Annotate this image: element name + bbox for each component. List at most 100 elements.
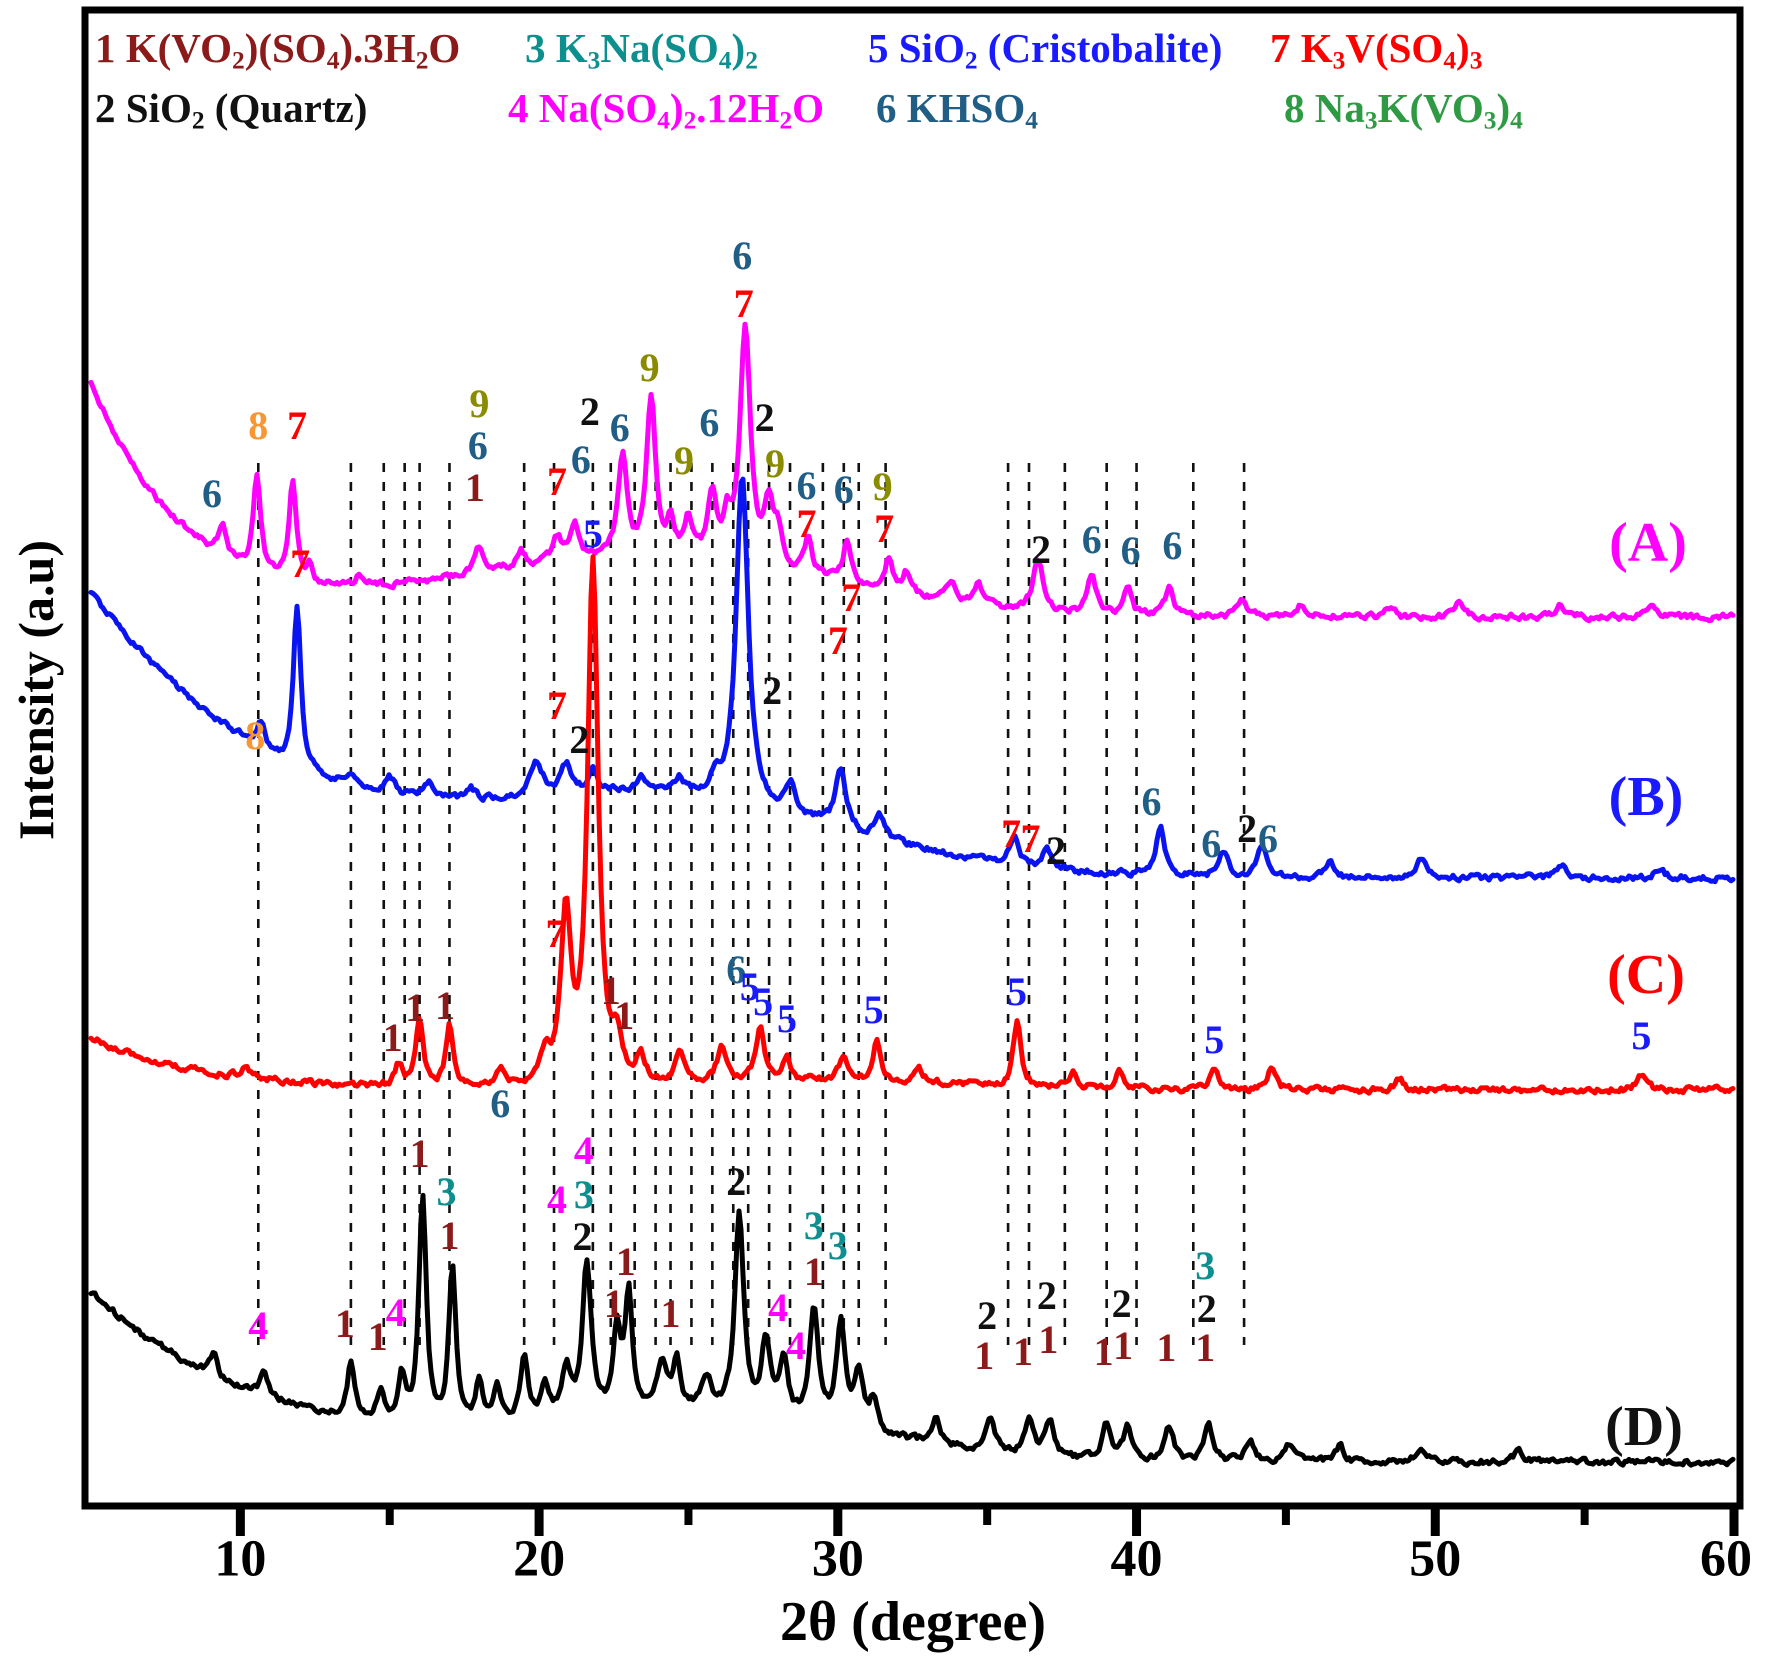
peak-label: 1 xyxy=(1093,1329,1114,1374)
peak-label: 2 xyxy=(569,717,590,762)
peak-label: 1 xyxy=(334,1301,355,1346)
x-tick-label: 30 xyxy=(811,1530,864,1588)
x-tick-label: 10 xyxy=(214,1530,267,1588)
legend-item-6: 6 KHSO4 xyxy=(876,85,1038,135)
peak-label: 1 xyxy=(367,1314,388,1359)
peak-label: 7 xyxy=(287,403,308,448)
peak-label: 5 xyxy=(739,964,760,1009)
peak-label: 4 xyxy=(248,1303,269,1348)
peak-label: 3 xyxy=(1195,1243,1216,1288)
peak-label: 1 xyxy=(1038,1317,1059,1362)
peak-label: 2 xyxy=(579,389,600,434)
peak-label: 3 xyxy=(803,1203,824,1248)
peak-label: 1 xyxy=(974,1333,995,1378)
peak-label: 8 xyxy=(245,713,266,758)
peak-label: 1 xyxy=(409,1131,430,1176)
x-tick-label: 50 xyxy=(1409,1530,1462,1588)
peak-label: 3 xyxy=(827,1223,848,1268)
legend-item-2: 2 SiO2 (Quartz) xyxy=(95,85,368,135)
peak-label: 1 xyxy=(615,1239,636,1284)
peak-label: 1 xyxy=(464,465,485,510)
plot-border xyxy=(81,6,1744,1510)
peak-label: 5 xyxy=(777,996,798,1041)
peak-label: 9 xyxy=(469,381,490,426)
legend-item-5: 5 SiO2 (Cristobalite) xyxy=(868,25,1223,75)
peak-label: 2 xyxy=(754,395,775,440)
peak-label: 7 xyxy=(547,459,567,504)
peak-label: 7 xyxy=(1001,811,1022,856)
peak-label: 5 xyxy=(582,511,603,556)
x-tick-label: 60 xyxy=(1700,1530,1752,1588)
peak-label: 5 xyxy=(863,987,884,1032)
peak-label: 5 xyxy=(1204,1017,1225,1062)
xrd-curve-C xyxy=(88,554,1736,1096)
peak-label: 6 xyxy=(833,467,854,512)
peak-label: 1 xyxy=(1013,1329,1034,1374)
peak-label: 7 xyxy=(796,501,817,546)
peak-label: 1 xyxy=(439,1213,460,1258)
peak-label: 7 xyxy=(1020,816,1041,861)
peak-label: 1 xyxy=(614,993,635,1038)
peak-label: 2 xyxy=(762,668,783,713)
peak-label: 2 xyxy=(726,1159,747,1204)
peak-label: 6 xyxy=(201,471,222,516)
peak-label: 1 xyxy=(1195,1325,1216,1370)
peak-label: 6 xyxy=(1081,517,1102,562)
peak-label: 6 xyxy=(609,405,630,450)
x-tick-label: 20 xyxy=(513,1530,566,1588)
peak-label: 2 xyxy=(1111,1281,1132,1326)
peak-label: 6 xyxy=(1162,523,1183,568)
peak-label: 7 xyxy=(841,575,862,620)
peak-label: 8 xyxy=(248,403,269,448)
legend-item-8: 8 Na3K(VO3)4 xyxy=(1284,85,1523,135)
y-axis-title: Intensity (a.u) xyxy=(8,539,64,841)
peak-label: 1 xyxy=(1156,1325,1177,1370)
peak-label: 1 xyxy=(382,1015,403,1060)
peak-label: 6 xyxy=(732,233,753,278)
peak-label: 6 xyxy=(699,400,720,445)
peak-label: 4 xyxy=(385,1290,406,1335)
legend-item-1: 1 K(VO2)(SO4).3H2O xyxy=(95,25,461,75)
peak-label: 3 xyxy=(436,1169,457,1214)
peak-label: 5 xyxy=(1007,969,1028,1014)
peak-label: 4 xyxy=(547,1177,567,1222)
legend-item-4: 4 Na(SO4)2.12H2O xyxy=(508,85,825,135)
xrd-curve-A xyxy=(88,321,1736,624)
peak-label: 6 xyxy=(1257,816,1278,861)
peak-label: 9 xyxy=(765,441,786,486)
peak-label: 2 xyxy=(1036,1273,1057,1318)
series-label-A: (A) xyxy=(1609,512,1687,575)
peak-label: 6 xyxy=(570,437,591,482)
peak-label: 1 xyxy=(1113,1323,1134,1368)
peak-label: 4 xyxy=(573,1128,594,1173)
series-label-B: (B) xyxy=(1608,766,1684,829)
peak-label: 4 xyxy=(785,1323,806,1368)
peak-label: 1 xyxy=(434,983,455,1028)
peak-label: 2 xyxy=(977,1293,998,1338)
xrd-curve-B xyxy=(88,476,1736,885)
peak-label: 7 xyxy=(733,281,754,326)
peak-label: 5 xyxy=(753,979,774,1024)
peak-label: 6 xyxy=(490,1081,511,1126)
legend-item-3: 3 K3Na(SO4)2 xyxy=(525,25,758,75)
peak-label: 6 xyxy=(467,423,488,468)
series-label-D: (D) xyxy=(1605,1396,1683,1459)
peak-label: 6 xyxy=(1201,821,1222,866)
series-label-C: (C) xyxy=(1607,944,1685,1007)
peak-label: 5 xyxy=(1631,1013,1652,1058)
peak-label: 9 xyxy=(639,345,660,390)
peak-label: 3 xyxy=(573,1172,594,1217)
peak-label: 9 xyxy=(872,464,893,509)
peak-label: 1 xyxy=(660,1291,681,1336)
peak-label: 2 xyxy=(1237,806,1258,851)
peak-label: 2 xyxy=(572,1214,593,1259)
peak-label: 6 xyxy=(1141,779,1162,824)
peak-label: 1 xyxy=(405,985,426,1030)
peak-label: 9 xyxy=(673,438,694,483)
peak-label: 2 xyxy=(1196,1286,1217,1331)
peak-label: 6 xyxy=(796,463,817,508)
peak-label: 1 xyxy=(600,968,621,1013)
peak-label: 7 xyxy=(874,506,895,551)
